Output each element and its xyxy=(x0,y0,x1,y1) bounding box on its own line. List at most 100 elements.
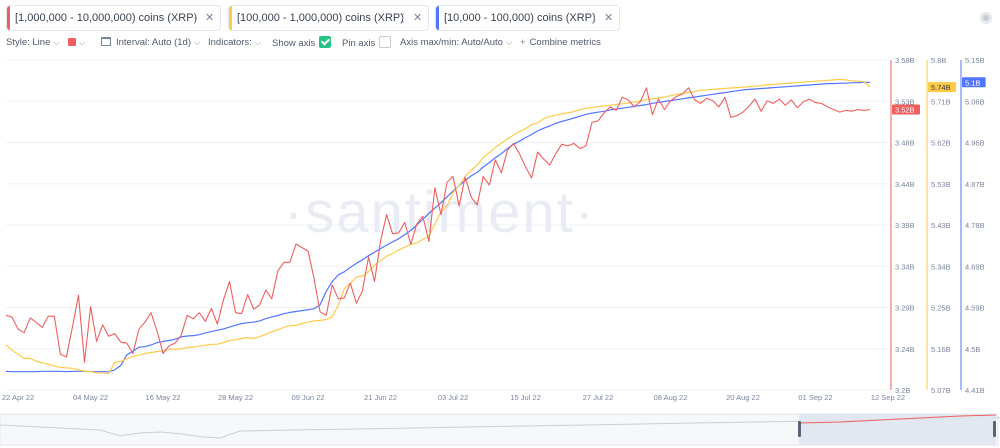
style-label: Style: Line xyxy=(6,37,51,48)
y-tick-label: 4.41B xyxy=(965,386,985,395)
x-tick-label: 21 Jun 22 xyxy=(364,393,397,402)
chart-axes: 3.58B 3.53B 3.48B 3.44B 3.39B 3.34B 3.29B 3.24B… xyxy=(890,56,986,395)
current-value-badge xyxy=(892,104,920,115)
navigator-handle[interactable] xyxy=(798,421,801,437)
chart-series xyxy=(5,78,871,375)
style-dropdown[interactable]: Style: Line ⌵ xyxy=(6,36,59,50)
x-tick-label: 20 Aug 22 xyxy=(726,393,760,402)
y-tick-label: 5.62B xyxy=(931,139,951,148)
x-tick-label: 16 May 22 xyxy=(146,393,181,402)
metric-tab-label: [1,000,000 - 10,000,000) coins (XRP) xyxy=(15,12,198,24)
interval-dropdown[interactable]: Interval: Auto (1d) ⌵ xyxy=(101,36,200,50)
x-axis: 22 Apr 22 04 May 22 16 May 22 28 May 22 09 J… xyxy=(2,393,905,402)
y-tick-label: 3.34B xyxy=(895,262,915,271)
y-tick-label: 5.07B xyxy=(931,386,951,395)
x-tick-label: 27 Jul 22 xyxy=(583,393,613,402)
chart-grid xyxy=(6,59,888,391)
metric-color-bar xyxy=(436,6,439,30)
current-value-badge xyxy=(962,77,986,88)
y-tick-label: 5.15B xyxy=(965,56,985,65)
series-line-red xyxy=(5,87,870,363)
chevron-down-icon: ⌵ xyxy=(505,38,513,47)
metric-tab-label: [10,000 - 100,000) coins (XRP) xyxy=(444,12,596,24)
metric-color-bar xyxy=(7,6,10,30)
checkbox-checked-icon[interactable] xyxy=(319,36,332,48)
interval-label: Interval: Auto (1d) xyxy=(116,37,191,48)
x-tick-label: 01 Sep 22 xyxy=(798,393,832,402)
color-picker[interactable]: ⌵ xyxy=(68,36,85,50)
metric-color-bar xyxy=(229,6,232,30)
current-value-label: 3.52B xyxy=(895,106,915,115)
metric-tab-1[interactable]: [1,000,000 - 10,000,000) coins (XRP) ⋮ ✕ xyxy=(6,5,221,31)
series-line-yellow xyxy=(5,78,871,375)
x-tick-label: 08 Aug 22 xyxy=(654,393,688,402)
y-tick-label: 5.06B xyxy=(965,97,985,106)
y-tick-label: 5.8B xyxy=(931,56,946,65)
y-tick-label: 3.24B xyxy=(895,345,915,354)
checkbox-unchecked-icon[interactable] xyxy=(379,36,392,48)
y-tick-label: 4.96B xyxy=(965,139,985,148)
y-tick-label: 3.44B xyxy=(895,180,915,189)
x-tick-label: 04 May 22 xyxy=(73,393,108,402)
chevron-down-icon: ⌵ xyxy=(79,38,86,47)
y-tick-label: 4.78B xyxy=(965,221,985,230)
color-swatch xyxy=(68,38,76,46)
chart-toolbar: Style: Line ⌵ ⌵ Interval: Auto (1d) ⌵ Indi… xyxy=(0,36,1000,52)
y-tick-label: 3.2B xyxy=(895,386,910,395)
combine-metrics-label: Combine metrics xyxy=(529,37,601,48)
metric-tab-2[interactable]: [100,000 - 1,000,000) coins (XRP) ⋮ ✕ xyxy=(228,5,429,31)
axis-minmax-dropdown[interactable]: Axis max/min: Auto/Auto ⌵ xyxy=(400,36,512,50)
x-tick-label: 15 Jul 22 xyxy=(510,393,540,402)
y-tick-label: 5.34B xyxy=(931,262,951,271)
current-value-label: 5.1B xyxy=(965,78,980,87)
x-tick-label: 09 Jun 22 xyxy=(292,393,325,402)
chevron-down-icon: ⌵ xyxy=(254,38,261,47)
close-icon[interactable]: ✕ xyxy=(604,12,614,24)
calendar-icon xyxy=(101,37,111,46)
close-icon[interactable]: ✕ xyxy=(413,12,423,24)
y-tick-label: 3.48B xyxy=(895,139,915,148)
x-tick-label: 12 Sep 22 xyxy=(871,393,905,402)
show-axis-toggle[interactable]: Show axis xyxy=(272,36,332,51)
show-axis-label: Show axis xyxy=(272,38,316,49)
x-tick-label: 28 May 22 xyxy=(218,393,253,402)
current-value-label: 5.74B xyxy=(931,83,951,92)
current-value-badge xyxy=(928,82,956,93)
indicators-label: Indicators: xyxy=(208,37,252,48)
navigator-handle[interactable] xyxy=(993,421,996,437)
metric-tabs: [1,000,000 - 10,000,000) coins (XRP) ⋮ ✕… xyxy=(0,0,1000,36)
pin-axis-label: Pin axis xyxy=(342,38,376,49)
combine-metrics-button[interactable]: + Combine metrics xyxy=(520,36,601,50)
chart[interactable]: ·santiment· 3.58B 3.53B 3.48B 3.44B 3.39B 3.3… xyxy=(0,52,1000,448)
y-tick-label: 5.43B xyxy=(931,221,951,230)
y-tick-label: 4.87B xyxy=(965,180,985,189)
x-tick-label: 22 Apr 22 xyxy=(2,393,34,402)
more-options-icon[interactable]: ⋮ xyxy=(189,11,201,25)
y-tick-label: 3.39B xyxy=(895,221,915,230)
pin-axis-toggle[interactable]: Pin axis xyxy=(342,36,392,51)
santiment-watermark: ·santiment· xyxy=(284,180,596,245)
metric-tab-3[interactable]: [10,000 - 100,000) coins (XRP) ⋮ ✕ xyxy=(435,5,620,31)
axis-minmax-label: Axis max/min: Auto/Auto xyxy=(400,37,503,48)
y-tick-label: 3.53B xyxy=(895,97,915,106)
settings-icon[interactable] xyxy=(980,12,992,24)
y-tick-label: 5.25B xyxy=(931,304,951,313)
y-tick-label: 5.71B xyxy=(931,97,951,106)
more-options-icon[interactable]: ⋮ xyxy=(588,11,600,25)
y-tick-label: 5.16B xyxy=(931,345,951,354)
y-tick-label: 4.69B xyxy=(965,262,985,271)
y-tick-label: 3.29B xyxy=(895,304,915,313)
indicators-dropdown[interactable]: Indicators: ⌵ xyxy=(208,36,261,50)
navigator-selection-line xyxy=(798,414,997,424)
y-tick-label: 3.58B xyxy=(895,56,915,65)
more-options-icon[interactable]: ⋮ xyxy=(397,11,409,25)
plus-icon: + xyxy=(520,37,526,48)
x-tick-label: 03 Jul 22 xyxy=(438,393,468,402)
y-tick-label: 4.59B xyxy=(965,304,985,313)
metric-tab-label: [100,000 - 1,000,000) coins (XRP) xyxy=(237,12,404,24)
close-icon[interactable]: ✕ xyxy=(205,12,215,24)
y-tick-label: 5.53B xyxy=(931,180,951,189)
timeline-navigator[interactable] xyxy=(0,413,1000,446)
chevron-down-icon: ⌵ xyxy=(53,38,60,47)
chevron-down-icon: ⌵ xyxy=(193,38,201,47)
